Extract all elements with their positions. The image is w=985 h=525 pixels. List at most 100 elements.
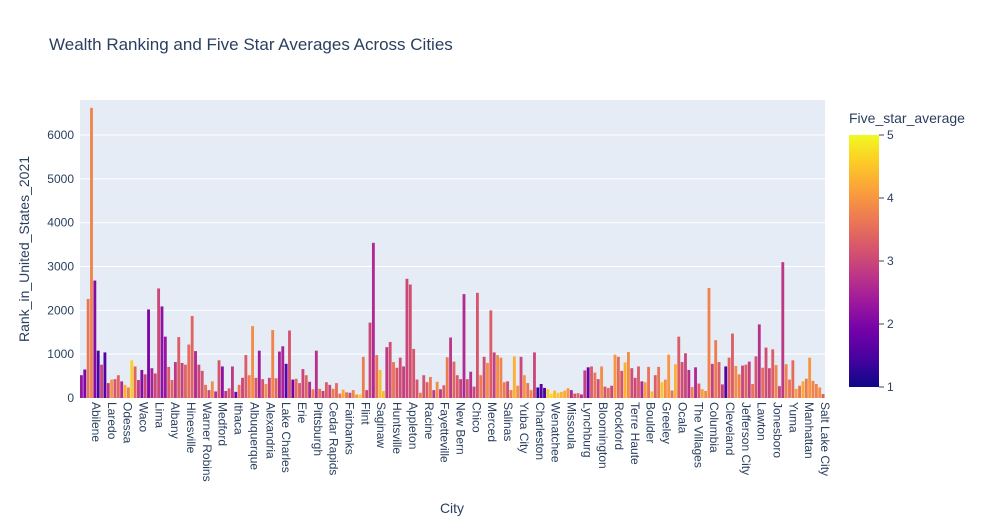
x-tick-label: Abilene [89,402,103,442]
bar [204,384,208,398]
bar [402,366,406,398]
bar [818,387,822,398]
bar [821,394,825,398]
bar [338,393,342,398]
bar [180,362,184,398]
bar [288,330,291,398]
bar [720,384,724,398]
bar [106,383,110,398]
x-tick-label: Racine [422,402,436,440]
bar [707,288,711,398]
bar [647,366,650,398]
x-axis-ticks: Abilene Laredo Odessa Waco Lima Albany Hinesvi… [89,402,832,482]
bar [630,368,634,398]
x-tick-label: Cedar Rapids [327,402,341,475]
bar [620,370,624,398]
bar [418,392,422,398]
bar [234,391,238,398]
bar [103,352,107,398]
bar [264,383,268,398]
bar [187,344,191,398]
x-tick-label: Jonesboro [771,402,785,458]
bar [566,388,570,398]
bar [335,383,338,398]
bar [684,353,687,398]
bar [580,394,583,398]
x-tick-label: Flint [358,402,372,425]
bar [278,351,281,398]
bar [328,384,332,398]
bar [324,382,328,398]
bar [469,371,473,398]
bar [257,350,261,398]
bar [110,379,114,398]
x-tick-label: Lawton [755,402,769,441]
x-tick-label: Albany [168,402,182,439]
y-tick-label: 6000 [47,128,74,142]
x-tick-label: The Villages [691,402,705,468]
bar [429,376,432,398]
bar [247,375,251,398]
bar [506,381,510,398]
bar [308,381,312,398]
bar [271,330,275,398]
x-tick-label: Ocala [675,402,689,434]
bar [190,316,194,398]
x-tick-label: Boulder [644,402,658,443]
bar [627,351,630,398]
x-tick-label: Manhattan [802,402,816,459]
bar [613,354,617,398]
x-tick-label: Lynchburg [580,402,594,458]
bar [170,380,174,398]
bar [486,362,489,398]
bar [96,350,100,398]
bar [573,393,577,398]
bar [200,370,204,398]
bar [603,386,607,398]
bar [798,385,801,398]
bar [361,356,365,398]
bar [120,381,124,398]
bar [220,366,224,398]
bar [311,389,315,398]
bar [173,362,177,398]
bar [778,386,781,398]
x-tick-label: Laredo [105,402,119,440]
bar [116,375,120,398]
bar [392,362,395,398]
colorbar-gradient [849,135,879,387]
x-tick-label: Lake Charles [279,402,293,473]
bar [462,294,466,398]
colorbar-tick-label: 1 [887,380,894,394]
bar [425,382,429,398]
colorbar-tick-label: 5 [887,128,894,142]
bar [167,366,171,398]
x-tick-label: Yuma [786,402,800,433]
x-axis-title: City [440,500,464,516]
bar [304,375,308,398]
bar [274,378,278,398]
bar [83,369,87,398]
bar [267,377,271,398]
bar [351,390,355,398]
bar [314,350,318,398]
bar [640,381,644,398]
x-tick-label: Missoula [565,402,579,450]
bar [113,379,117,398]
bar [533,352,536,398]
bar [244,355,248,398]
bar [459,379,463,398]
bar [593,372,597,398]
bar [650,391,654,398]
bar [355,394,359,398]
x-tick-label: Albuquerque [247,402,261,470]
bar [210,381,214,398]
bar [559,391,563,398]
bar [700,389,704,398]
bar [509,390,513,398]
colorbar: Five_star_average 1 2 3 4 5 [849,110,965,394]
bar [690,387,694,398]
bar [784,364,788,398]
bar [157,288,161,398]
bar [616,356,620,398]
